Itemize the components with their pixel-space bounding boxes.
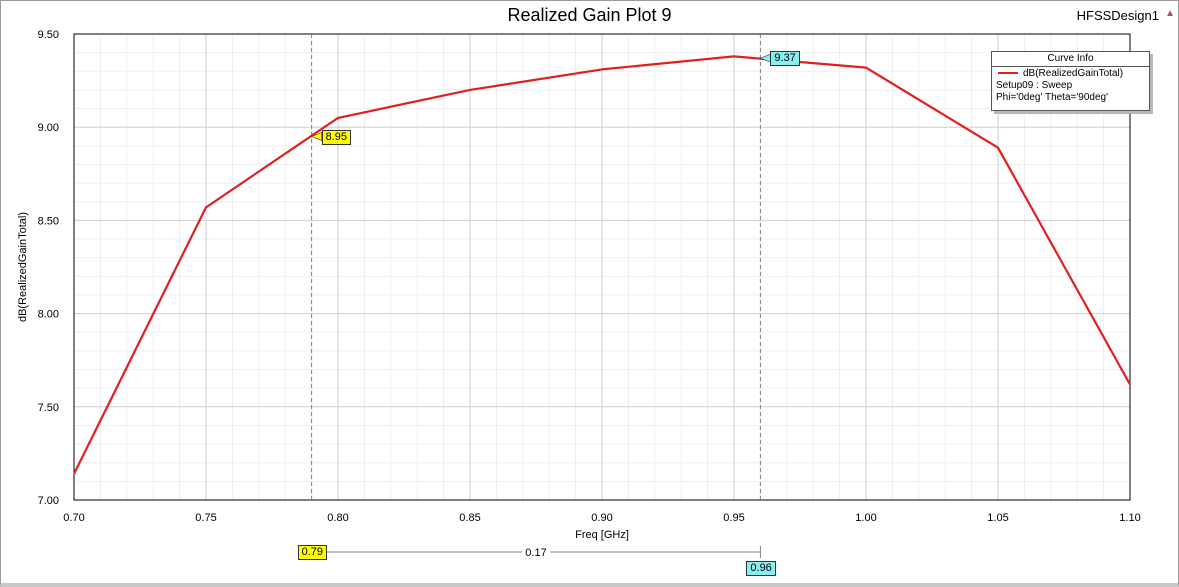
design-name: HFSSDesign1 (1076, 8, 1159, 23)
marker-value-label[interactable]: 8.95 (321, 129, 352, 145)
x-tick-label: 0.85 (459, 512, 480, 524)
data-point (205, 206, 207, 209)
x-tick-label: 0.70 (63, 512, 84, 524)
delta-label: 0.17 (525, 547, 546, 559)
data-point (337, 117, 339, 119)
plot-area (73, 33, 1131, 501)
legend-swatch (998, 72, 1018, 75)
y-tick-label: 7.00 (38, 495, 59, 507)
series-layer (73, 53, 1131, 475)
x-tick-label: 1.00 (855, 512, 876, 524)
y-tick-label: 9.50 (38, 29, 59, 41)
axis-ticks: 0.70 0.75 0.80 0.85 0.90 0.95 1.00 1.05 1.10 7.00… (38, 29, 1141, 524)
legend-entry-label: dB(RealizedGainTotal) (1023, 68, 1124, 79)
chart-title: Realized Gain Plot 9 (507, 5, 672, 25)
x-tick-label: 1.05 (987, 512, 1008, 524)
x-tick-label: 0.75 (195, 512, 216, 524)
marker-x-label[interactable]: 0.96 (746, 561, 776, 576)
legend-detail-setup: Setup09 : Sweep (996, 80, 1073, 91)
x-tick-label: 0.80 (327, 512, 348, 524)
data-point (865, 66, 867, 69)
marker-value-label[interactable]: 9.37 (770, 51, 800, 67)
data-point (469, 89, 471, 91)
data-point (733, 55, 735, 58)
x-tick-label: 0.90 (591, 512, 612, 524)
y-axis-title: dB(RealizedGainTotal) (17, 212, 29, 322)
design-icon[interactable]: ▲ (1165, 8, 1175, 19)
legend-entry[interactable]: dB(RealizedGainTotal) (992, 67, 1149, 80)
marker-delta-line: 0.17 (325, 545, 761, 559)
legend-title: Curve Info (992, 52, 1149, 67)
y-tick-label: 8.00 (38, 309, 59, 321)
marker-lines (311, 34, 761, 500)
data-point (1129, 383, 1131, 386)
x-tick-label: 1.10 (1119, 512, 1140, 524)
marker-pointer (759, 53, 771, 63)
y-tick-label: 8.50 (38, 215, 59, 227)
curve-info-legend[interactable]: Curve Info dB(RealizedGainTotal) Setup09… (991, 51, 1150, 111)
data-point (601, 68, 603, 71)
x-axis-title: Freq [GHz] (575, 529, 629, 541)
delta-label-bg (522, 545, 550, 559)
y-tick-label: 7.50 (38, 402, 59, 414)
data-point (997, 146, 999, 149)
y-tick-label: 9.00 (38, 122, 59, 134)
marker-x-label[interactable]: 0.79 (297, 545, 328, 560)
grid (73, 33, 1131, 501)
legend-detail-angles: Phi='0deg' Theta='90deg' (996, 92, 1108, 103)
data-point (73, 473, 75, 475)
x-tick-label: 0.95 (723, 512, 744, 524)
